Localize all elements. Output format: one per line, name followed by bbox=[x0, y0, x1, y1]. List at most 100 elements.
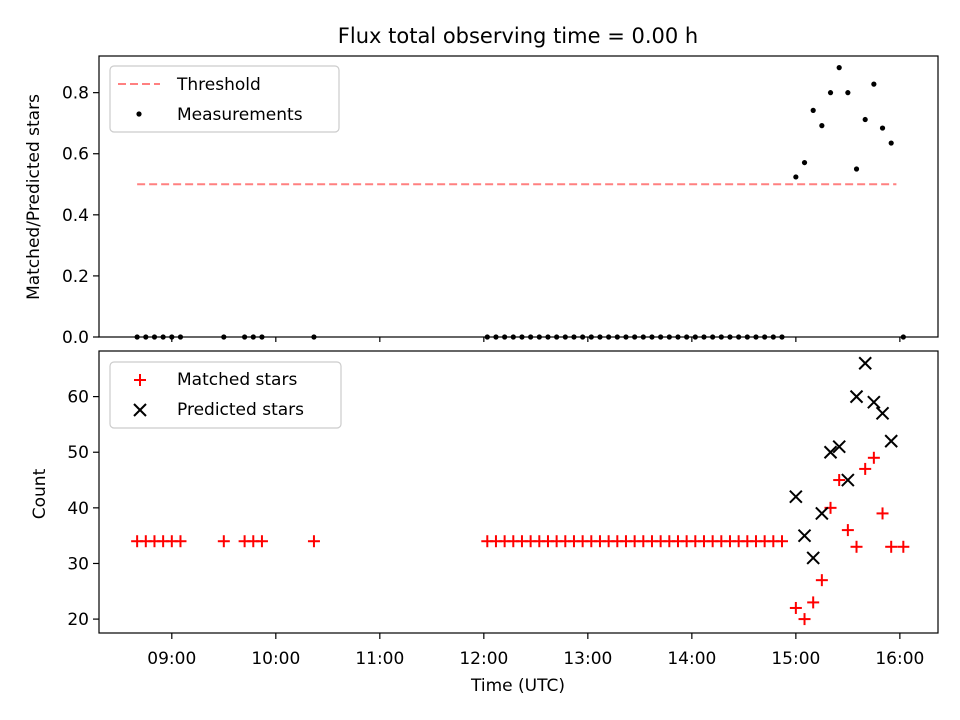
predicted-star-point bbox=[815, 506, 829, 521]
measurement-point bbox=[562, 334, 568, 340]
measurement-point bbox=[177, 334, 184, 340]
measurement-point bbox=[888, 140, 894, 146]
bottom-y-axis-label: Count bbox=[30, 468, 50, 519]
matched-star-point bbox=[859, 462, 872, 475]
predicted-star-point bbox=[875, 406, 890, 421]
measurement-point bbox=[606, 334, 612, 340]
measurement-point bbox=[701, 334, 707, 340]
measurement-point bbox=[718, 334, 724, 340]
measurement-point bbox=[779, 334, 785, 340]
measurement-point bbox=[727, 334, 733, 340]
measurement-point bbox=[649, 334, 655, 340]
predicted-star-point bbox=[806, 551, 820, 565]
measurement-point bbox=[160, 334, 166, 340]
measurement-point bbox=[632, 334, 638, 340]
matched-star-point bbox=[850, 540, 863, 553]
predicted-star-point bbox=[841, 473, 855, 487]
matched-star-point bbox=[789, 601, 802, 614]
y-tick-label: 20 bbox=[67, 610, 89, 630]
chart-title: Flux total observing time = 0.00 h bbox=[338, 24, 698, 48]
measurement-point bbox=[242, 334, 248, 340]
predicted-star-point bbox=[797, 528, 812, 543]
legend-measurements-label: Measurements bbox=[177, 105, 303, 125]
y-tick-label: 0.8 bbox=[62, 84, 89, 104]
measurement-point bbox=[536, 334, 542, 340]
x-tick-label: 12:00 bbox=[459, 649, 508, 669]
matched-star-point bbox=[255, 535, 268, 548]
measurement-point bbox=[675, 334, 681, 340]
measurement-point bbox=[836, 65, 842, 71]
matched-star-point bbox=[876, 507, 889, 520]
top-legend-frame bbox=[109, 65, 340, 133]
predicted-star-point bbox=[867, 395, 881, 409]
measurement-point bbox=[623, 334, 629, 340]
predicted-star-point bbox=[832, 439, 846, 454]
y-tick-label: 0.2 bbox=[62, 267, 89, 287]
measurement-point bbox=[692, 334, 698, 340]
matched-star-point bbox=[174, 535, 187, 548]
matched-star-point bbox=[807, 596, 820, 609]
matched-star-point bbox=[897, 540, 910, 553]
legend-predicted-label: Predicted stars bbox=[177, 400, 304, 420]
measurement-point bbox=[597, 334, 603, 340]
bottom-x-axis-ticks: 09:00 10:00 11:00 12:00 13:00 14:00 15:00 16:00 bbox=[147, 633, 924, 669]
y-tick-label: 60 bbox=[67, 388, 89, 408]
measurement-point bbox=[900, 334, 906, 340]
measurement-point bbox=[143, 334, 149, 340]
matched-star-point bbox=[867, 451, 880, 464]
measurement-point bbox=[502, 334, 508, 340]
measurement-point bbox=[528, 334, 534, 340]
measurement-point bbox=[744, 334, 750, 340]
measurement-point bbox=[250, 334, 256, 340]
measurement-point bbox=[259, 334, 265, 340]
measurement-point bbox=[519, 334, 525, 340]
y-tick-label: 50 bbox=[67, 443, 89, 463]
measurement-point bbox=[311, 334, 317, 340]
x-tick-label: 09:00 bbox=[147, 649, 196, 669]
top-y-axis-ticks: 0.0 0.2 0.4 0.6 0.8 bbox=[62, 84, 99, 348]
legend-matched-label: Matched stars bbox=[177, 370, 297, 390]
measurement-point bbox=[736, 334, 742, 340]
y-tick-label: 0.6 bbox=[62, 145, 89, 165]
measurement-point bbox=[484, 334, 490, 340]
top-plot-marks bbox=[134, 65, 906, 340]
measurement-point bbox=[845, 90, 851, 96]
measurement-point bbox=[770, 334, 776, 340]
matched-star-point bbox=[833, 474, 846, 487]
bottom-legend-frame bbox=[109, 361, 342, 429]
legend-matched-swatch bbox=[134, 374, 146, 386]
y-tick-label: 0.0 bbox=[62, 328, 89, 348]
measurement-point bbox=[151, 334, 158, 340]
measurement-point bbox=[640, 334, 646, 340]
measurement-point bbox=[221, 334, 227, 340]
matched-star-point bbox=[307, 535, 320, 548]
measurement-point bbox=[827, 90, 834, 96]
measurement-point bbox=[571, 334, 577, 340]
measurement-point bbox=[658, 334, 664, 340]
matched-star-point bbox=[775, 535, 788, 548]
measurement-point bbox=[134, 334, 140, 340]
measurement-point bbox=[853, 166, 860, 172]
matched-star-point bbox=[798, 613, 811, 626]
x-tick-label: 11:00 bbox=[355, 649, 404, 669]
y-tick-label: 0.4 bbox=[62, 206, 89, 226]
y-tick-label: 40 bbox=[67, 499, 89, 519]
legend-measurements-swatch bbox=[136, 111, 142, 117]
top-x-axis-ticks bbox=[171, 337, 901, 342]
x-tick-label: 14:00 bbox=[667, 649, 716, 669]
predicted-star-point bbox=[849, 389, 864, 404]
bottom-y-axis-ticks: 20 30 40 50 60 bbox=[67, 388, 99, 630]
bottom-plot-marks bbox=[131, 356, 910, 626]
legend-threshold-label: Threshold bbox=[176, 75, 261, 95]
measurement-point bbox=[753, 334, 759, 340]
measurement-point bbox=[801, 159, 808, 166]
measurement-point bbox=[554, 334, 560, 340]
bottom-legend: Matched stars Predicted stars bbox=[109, 361, 342, 429]
measurement-point bbox=[871, 81, 877, 87]
measurement-point bbox=[666, 334, 672, 340]
measurement-point bbox=[510, 334, 516, 340]
measurement-point bbox=[810, 107, 816, 113]
measurement-point bbox=[614, 334, 620, 340]
y-tick-label: 30 bbox=[67, 554, 89, 574]
measurement-point bbox=[793, 174, 799, 180]
